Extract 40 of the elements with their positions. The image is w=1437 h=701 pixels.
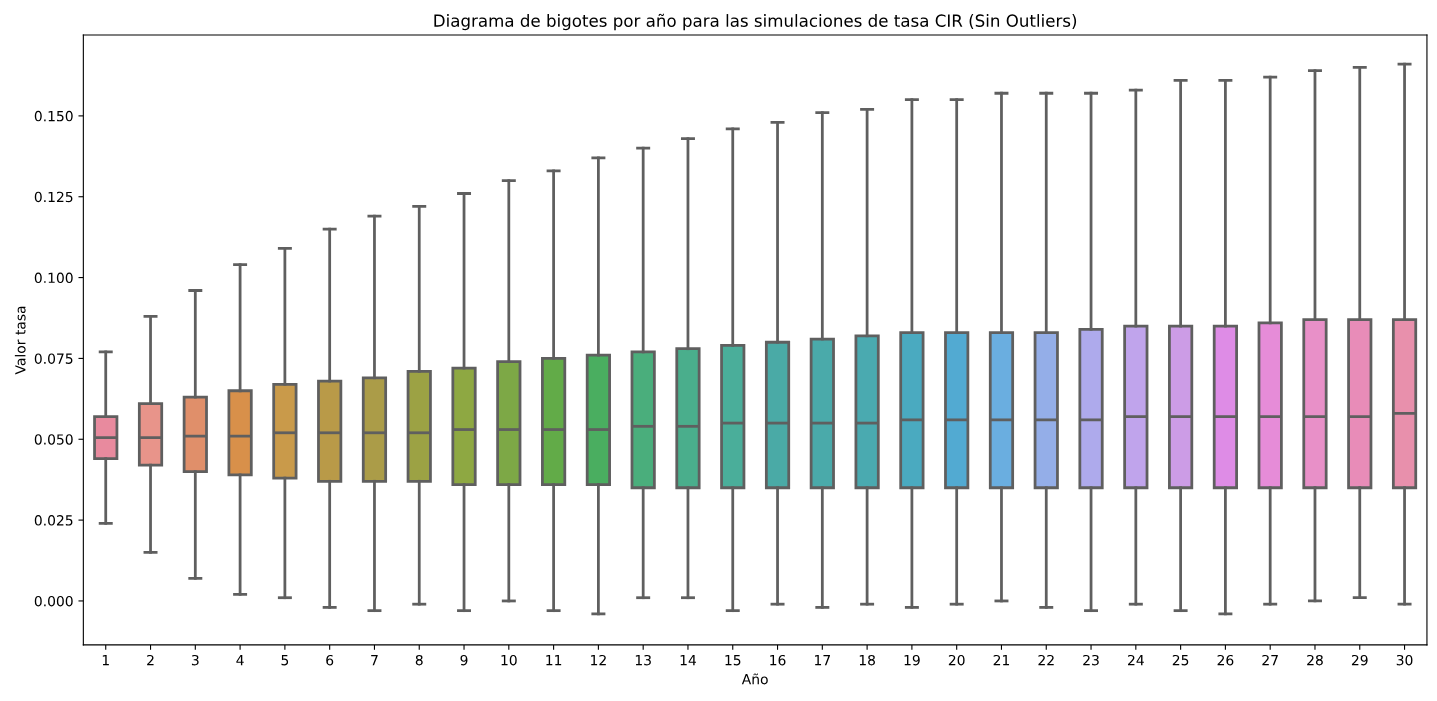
x-tick-label: 2 bbox=[147, 654, 154, 666]
x-tick-label: 23 bbox=[1083, 654, 1099, 666]
chart-title: Diagrama de bigotes por año para las simulaciones de tasa CIR (Sin Outliers) bbox=[434, 13, 1077, 31]
x-tick-label: 3 bbox=[191, 654, 199, 666]
x-tick-label: 8 bbox=[415, 654, 423, 666]
x-tick-label: 30 bbox=[1396, 654, 1413, 666]
x-tick-label: 7 bbox=[371, 655, 378, 666]
y-tick-label: 0.025 bbox=[34, 515, 73, 526]
x-tick-label: 10 bbox=[501, 654, 517, 666]
x-tick-label: 17 bbox=[815, 655, 830, 666]
y-tick-label: 0.000 bbox=[34, 595, 73, 607]
y-tick-label: 0.125 bbox=[34, 191, 73, 203]
y-axis-title: Valor tasa bbox=[14, 306, 26, 375]
x-tick-label: 14 bbox=[680, 655, 697, 666]
x-tick-label: 26 bbox=[1217, 654, 1234, 666]
y-tick-label: 0.050 bbox=[34, 434, 73, 445]
x-tick-label: 25 bbox=[1172, 654, 1189, 666]
x-tick-label: 16 bbox=[770, 654, 786, 666]
y-tick-label: 0.075 bbox=[34, 353, 73, 364]
x-tick-label: 18 bbox=[859, 654, 875, 666]
x-tick-label: 20 bbox=[948, 654, 965, 666]
x-tick-label: 4 bbox=[236, 655, 244, 666]
x-tick-label: 6 bbox=[326, 654, 334, 666]
x-tick-label: 11 bbox=[546, 655, 562, 666]
x-tick-label: 12 bbox=[591, 654, 606, 666]
x-tick-label: 27 bbox=[1262, 654, 1278, 666]
x-tick-label: 24 bbox=[1128, 654, 1144, 666]
x-tick-label: 29 bbox=[1351, 654, 1368, 666]
x-tick-label: 5 bbox=[281, 655, 289, 666]
x-tick-label: 21 bbox=[993, 654, 1010, 666]
x-tick-label: 15 bbox=[725, 655, 741, 666]
x-tick-label: 13 bbox=[635, 654, 651, 666]
y-tick-label: 0.150 bbox=[34, 110, 73, 122]
x-axis-title: Año bbox=[741, 673, 768, 685]
x-tick-label: 9 bbox=[460, 654, 468, 666]
x-tick-label: 22 bbox=[1038, 654, 1054, 666]
x-tick-label: 19 bbox=[904, 654, 920, 666]
x-tick-label: 1 bbox=[102, 655, 109, 666]
x-tick-label: 28 bbox=[1307, 654, 1323, 666]
y-tick-label: 0.100 bbox=[34, 272, 73, 284]
